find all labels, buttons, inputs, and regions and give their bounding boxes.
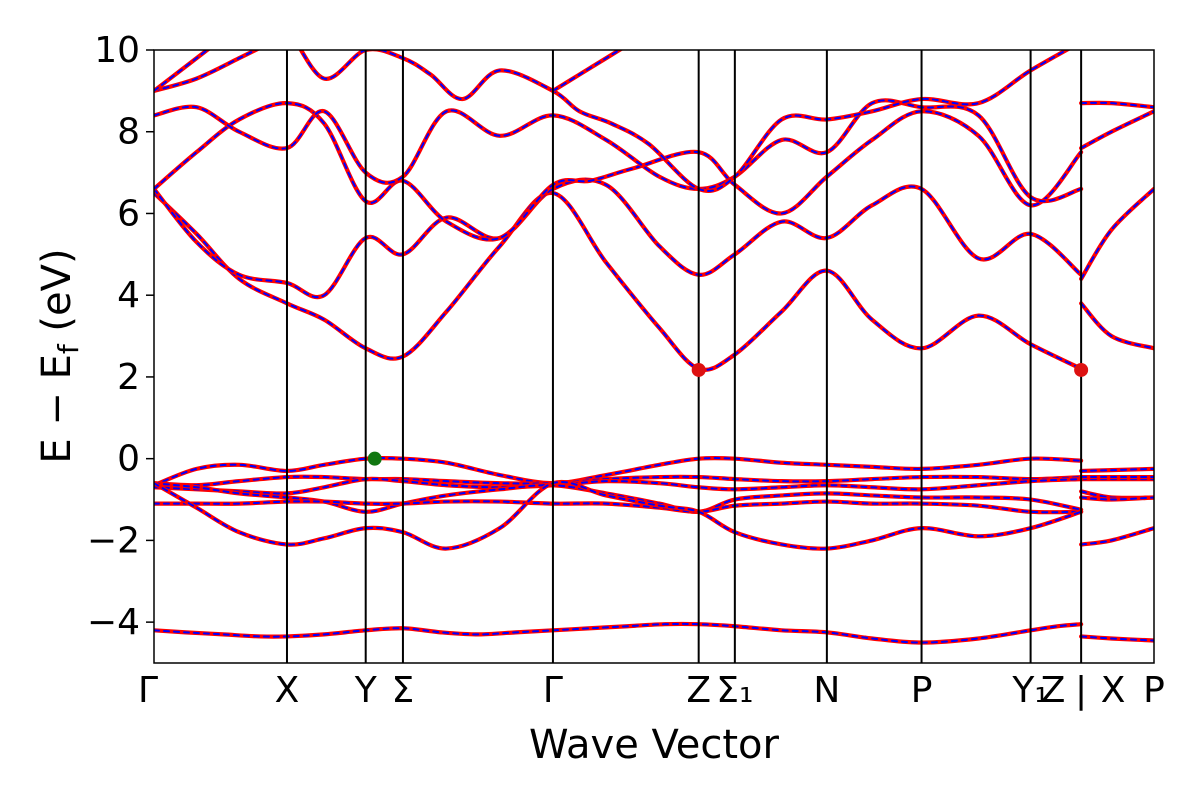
band-17-red [1079, 186, 1154, 281]
band-20-blue [154, 99, 1083, 203]
plot-frame [153, 49, 1155, 664]
bands-layer [154, 50, 1154, 645]
band-6-blue [154, 477, 1083, 495]
x-tick-label: Z [1041, 670, 1066, 711]
x-tick-label: N [813, 670, 840, 711]
x-tick-label: Z [686, 670, 711, 711]
band-12-blue [154, 480, 1083, 550]
x-tick-label: P [911, 670, 933, 711]
band-15-blue [1080, 302, 1154, 350]
band-19-blue [1080, 110, 1154, 150]
y-tick-label: 2 [117, 357, 140, 398]
y-axis-label-unit: (eV) [34, 248, 80, 344]
marker-cbm-2 [1074, 362, 1089, 377]
band-11-blue [1080, 496, 1154, 501]
band-1-blue [1080, 635, 1154, 642]
y-tick-label: 0 [117, 439, 140, 480]
x-tick-label: Σ [392, 670, 415, 711]
y-tick-label: 10 [94, 30, 140, 71]
x-tick-label: X [1101, 670, 1126, 711]
band-3-blue [1080, 467, 1154, 472]
x-tick-label: P [1143, 670, 1165, 711]
y-axis-ticks: −4 −2 0 2 4 6 8 10 [87, 30, 154, 643]
x-axis-label: Wave Vector [529, 722, 780, 768]
x-tick-label: X [275, 670, 300, 711]
y-axis-label-main: E − E [34, 354, 80, 464]
x-tick-label: | [1075, 670, 1087, 711]
x-tick-label: Y₁ [1011, 670, 1048, 711]
y-tick-label: −4 [87, 602, 140, 643]
band-24-blue [551, 50, 622, 92]
x-tick-label: Y [354, 670, 378, 711]
band-23-blue [154, 50, 209, 92]
band-13-blue [1080, 527, 1154, 546]
x-axis-ticks: Γ X Y Σ Γ Z Σ₁ N P Y₁Z | X P [138, 670, 1165, 711]
y-tick-label: 6 [117, 193, 140, 234]
band-17-blue [1080, 187, 1154, 280]
high-symmetry-lines [285, 50, 1083, 663]
x-tick-label: Σ₁ [716, 670, 753, 711]
band-21-blue [1080, 101, 1154, 109]
y-tick-label: 8 [117, 112, 140, 153]
marker-cbm-1 [691, 362, 706, 377]
x-tick-label: Γ [138, 670, 158, 711]
band-2-blue [154, 457, 1083, 487]
band-8-blue [154, 482, 1083, 513]
band-10-red [154, 499, 1084, 515]
x-tick-label: Γ [543, 670, 563, 711]
band-14-blue [154, 192, 1083, 371]
band-18-red [154, 101, 1084, 242]
band-14-red [154, 190, 1084, 372]
marker-vbm-0 [367, 451, 382, 466]
y-tick-label: −2 [87, 520, 140, 561]
extrema-markers [367, 362, 1089, 466]
y-tick-label: 4 [117, 275, 140, 316]
band-22-blue [154, 50, 1069, 192]
band-10-blue [154, 500, 1083, 514]
band-15-red [1079, 301, 1154, 351]
y-axis-label-subscript: f [52, 343, 85, 354]
y-axis-label: E − Ef (eV) [34, 248, 85, 463]
